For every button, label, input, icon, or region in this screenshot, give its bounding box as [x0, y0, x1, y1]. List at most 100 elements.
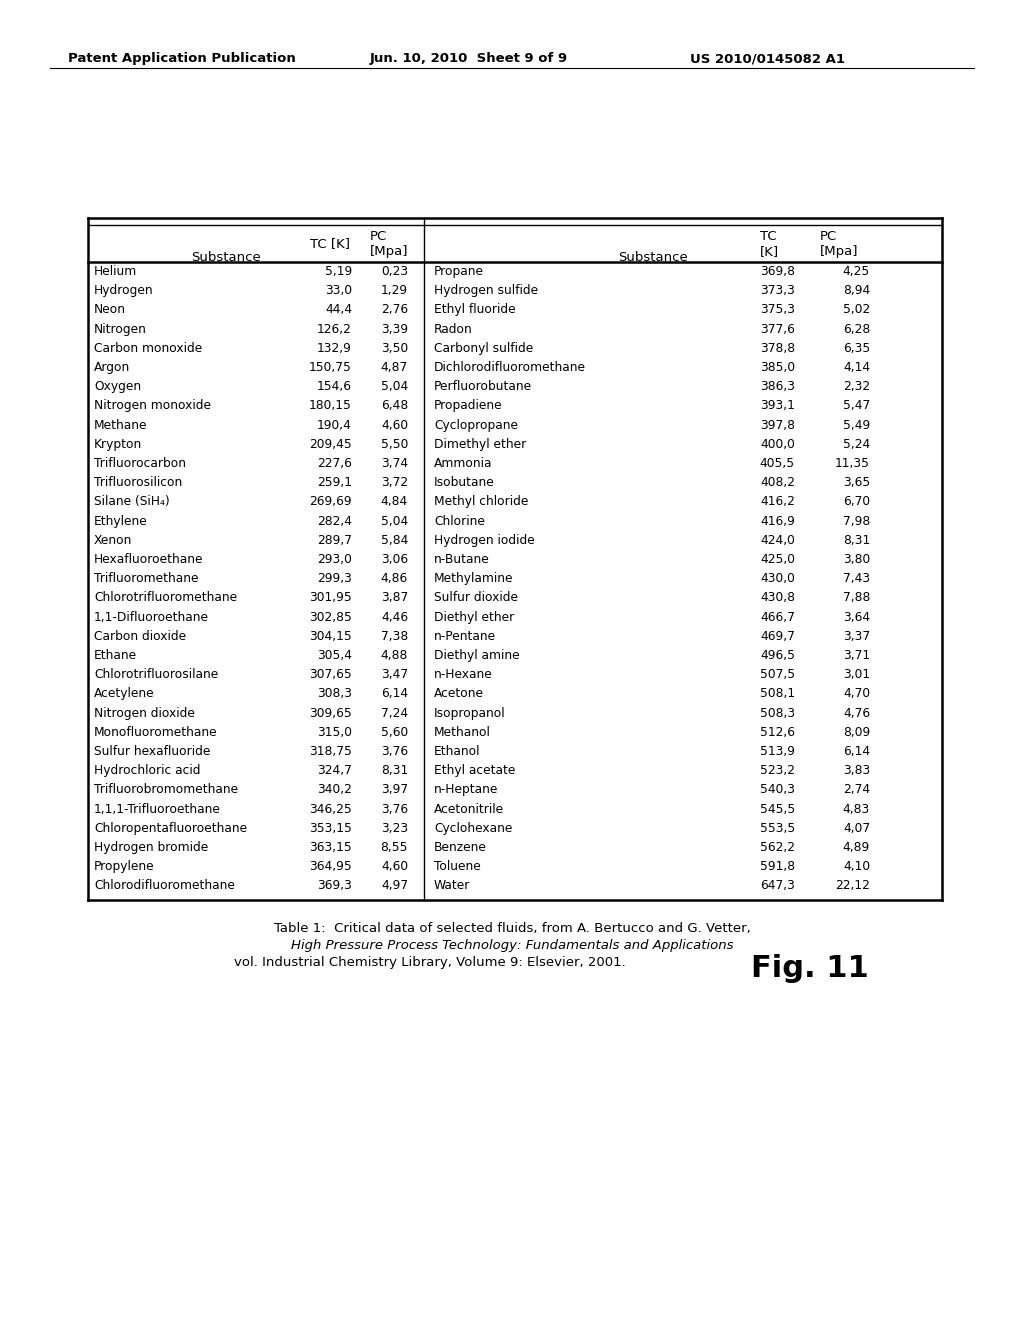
Text: 3,87: 3,87 — [381, 591, 408, 605]
Text: 430,0: 430,0 — [760, 572, 795, 585]
Text: 4,60: 4,60 — [381, 418, 408, 432]
Text: 512,6: 512,6 — [760, 726, 795, 739]
Text: 5,19: 5,19 — [325, 265, 352, 279]
Text: Neon: Neon — [94, 304, 126, 317]
Text: 369,8: 369,8 — [760, 265, 795, 279]
Text: Perfluorobutane: Perfluorobutane — [434, 380, 532, 393]
Text: 346,25: 346,25 — [309, 803, 352, 816]
Text: Helium: Helium — [94, 265, 137, 279]
Text: 3,97: 3,97 — [381, 783, 408, 796]
Text: 8,31: 8,31 — [843, 533, 870, 546]
Text: High Pressure Process Technology: Fundamentals and Applications: High Pressure Process Technology: Fundam… — [291, 939, 733, 952]
Text: 508,3: 508,3 — [760, 706, 795, 719]
Text: 7,98: 7,98 — [843, 515, 870, 528]
Text: Chlorotrifluorosilane: Chlorotrifluorosilane — [94, 668, 218, 681]
Text: 2,74: 2,74 — [843, 783, 870, 796]
Text: 3,06: 3,06 — [381, 553, 408, 566]
Text: Acetone: Acetone — [434, 688, 484, 701]
Text: 259,1: 259,1 — [317, 477, 352, 490]
Text: 324,7: 324,7 — [317, 764, 352, 777]
Text: 3,65: 3,65 — [843, 477, 870, 490]
Text: [K]: [K] — [760, 246, 779, 257]
Text: PC: PC — [370, 230, 387, 243]
Text: 1,1-Difluoroethane: 1,1-Difluoroethane — [94, 611, 209, 623]
Text: 4,76: 4,76 — [843, 706, 870, 719]
Text: 6,28: 6,28 — [843, 322, 870, 335]
Text: 301,95: 301,95 — [309, 591, 352, 605]
Text: 4,86: 4,86 — [381, 572, 408, 585]
Text: Argon: Argon — [94, 360, 130, 374]
Text: 7,88: 7,88 — [843, 591, 870, 605]
Text: 33,0: 33,0 — [325, 284, 352, 297]
Text: 3,01: 3,01 — [843, 668, 870, 681]
Text: 3,83: 3,83 — [843, 764, 870, 777]
Text: n-Hexane: n-Hexane — [434, 668, 493, 681]
Text: Hydrogen sulfide: Hydrogen sulfide — [434, 284, 539, 297]
Text: 385,0: 385,0 — [760, 360, 795, 374]
Text: 364,95: 364,95 — [309, 861, 352, 874]
Text: 408,2: 408,2 — [760, 477, 795, 490]
Text: Silane (SiH₄): Silane (SiH₄) — [94, 495, 170, 508]
Text: PC: PC — [820, 230, 838, 243]
Text: 126,2: 126,2 — [317, 322, 352, 335]
Text: Propane: Propane — [434, 265, 484, 279]
Text: Methyl chloride: Methyl chloride — [434, 495, 528, 508]
Text: Ethane: Ethane — [94, 649, 137, 663]
Text: Xenon: Xenon — [94, 533, 132, 546]
Text: Trifluoromethane: Trifluoromethane — [94, 572, 199, 585]
Text: 1,1,1-Trifluoroethane: 1,1,1-Trifluoroethane — [94, 803, 221, 816]
Text: Chlorodifluoromethane: Chlorodifluoromethane — [94, 879, 234, 892]
Text: n-Heptane: n-Heptane — [434, 783, 499, 796]
Text: 3,47: 3,47 — [381, 668, 408, 681]
Text: 3,64: 3,64 — [843, 611, 870, 623]
Text: Benzene: Benzene — [434, 841, 486, 854]
Text: Monofluoromethane: Monofluoromethane — [94, 726, 218, 739]
Text: 190,4: 190,4 — [317, 418, 352, 432]
Text: 8,94: 8,94 — [843, 284, 870, 297]
Text: 3,71: 3,71 — [843, 649, 870, 663]
Text: 150,75: 150,75 — [309, 360, 352, 374]
Text: Oxygen: Oxygen — [94, 380, 141, 393]
Text: 393,1: 393,1 — [760, 400, 795, 412]
Text: 353,15: 353,15 — [309, 822, 352, 834]
Text: 4,25: 4,25 — [843, 265, 870, 279]
Text: 496,5: 496,5 — [760, 649, 795, 663]
Text: Substance: Substance — [191, 251, 261, 264]
Text: Trifluorobromomethane: Trifluorobromomethane — [94, 783, 239, 796]
Text: 507,5: 507,5 — [760, 668, 795, 681]
Text: 8,55: 8,55 — [381, 841, 408, 854]
Text: 545,5: 545,5 — [760, 803, 795, 816]
Text: Isopropanol: Isopropanol — [434, 706, 506, 719]
Text: 304,15: 304,15 — [309, 630, 352, 643]
Text: [Mpa]: [Mpa] — [820, 246, 858, 257]
Text: Ethyl acetate: Ethyl acetate — [434, 764, 515, 777]
Text: 591,8: 591,8 — [760, 861, 795, 874]
Text: 5,50: 5,50 — [381, 438, 408, 451]
Text: 400,0: 400,0 — [760, 438, 795, 451]
Text: Hexafluoroethane: Hexafluoroethane — [94, 553, 204, 566]
Text: Isobutane: Isobutane — [434, 477, 495, 490]
Text: 11,35: 11,35 — [835, 457, 870, 470]
Text: Toluene: Toluene — [434, 861, 480, 874]
Text: 8,31: 8,31 — [381, 764, 408, 777]
Text: Radon: Radon — [434, 322, 473, 335]
Text: 318,75: 318,75 — [309, 744, 352, 758]
Text: n-Pentane: n-Pentane — [434, 630, 496, 643]
Text: Carbonyl sulfide: Carbonyl sulfide — [434, 342, 534, 355]
Text: 369,3: 369,3 — [317, 879, 352, 892]
Text: Hydrochloric acid: Hydrochloric acid — [94, 764, 201, 777]
Text: Methane: Methane — [94, 418, 147, 432]
Text: 405,5: 405,5 — [760, 457, 795, 470]
Text: 289,7: 289,7 — [317, 533, 352, 546]
Text: Water: Water — [434, 879, 470, 892]
Text: 315,0: 315,0 — [317, 726, 352, 739]
Text: 647,3: 647,3 — [760, 879, 795, 892]
Text: 6,14: 6,14 — [843, 744, 870, 758]
Text: Patent Application Publication: Patent Application Publication — [68, 51, 296, 65]
Text: 469,7: 469,7 — [760, 630, 795, 643]
Text: 5,04: 5,04 — [381, 380, 408, 393]
Text: TC [K]: TC [K] — [310, 238, 350, 249]
Text: Propadiene: Propadiene — [434, 400, 503, 412]
Text: Dimethyl ether: Dimethyl ether — [434, 438, 526, 451]
Text: 425,0: 425,0 — [760, 553, 795, 566]
